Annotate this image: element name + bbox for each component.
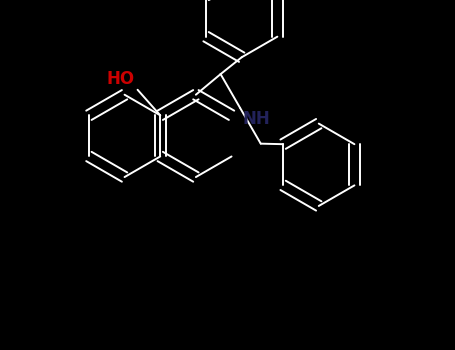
Text: HO: HO	[106, 70, 134, 88]
Text: NH: NH	[242, 110, 270, 128]
